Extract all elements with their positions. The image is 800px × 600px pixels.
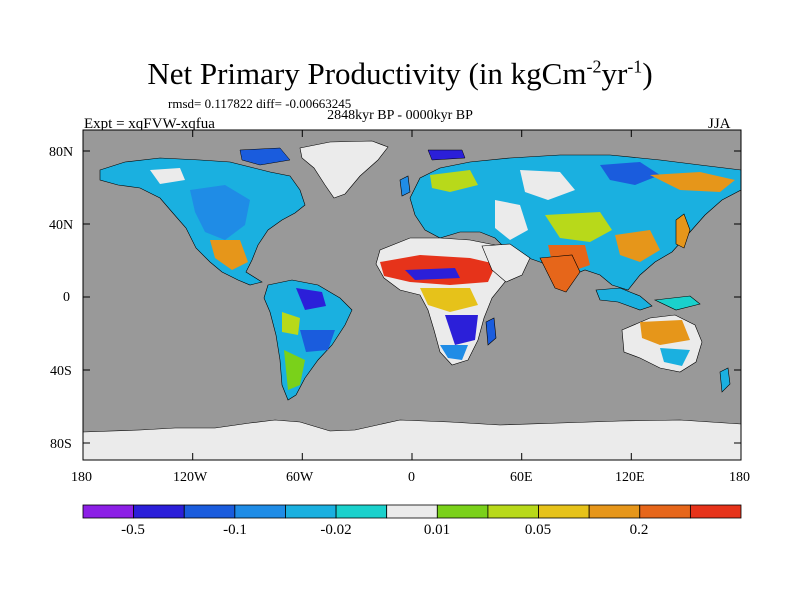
colorbar-label: 0.2: [629, 522, 649, 538]
colorbar-label: -0.5: [121, 522, 145, 538]
colorbar-swatch: [133, 504, 185, 519]
north-america-patch: [210, 240, 248, 270]
colorbar-swatch: [689, 504, 742, 519]
arctic-islands: [239, 147, 291, 166]
colorbar-swatch: [436, 504, 489, 519]
africa-patch: [445, 315, 478, 345]
colorbar-swatch: [285, 504, 337, 519]
lon-tick-label: 60W: [286, 470, 314, 485]
lat-tick-label: 40S: [50, 364, 72, 379]
lat-tick-label: 80S: [50, 437, 72, 452]
new-zealand-landmass: [719, 367, 731, 393]
colorbar-swatch: [538, 504, 590, 519]
madagascar-landmass: [485, 317, 497, 346]
colorbar-label: 0.01: [423, 522, 451, 538]
axis-ticks: [82, 130, 742, 460]
north-america-patch: [190, 185, 250, 240]
south-america-patch: [282, 312, 300, 335]
eurasia-patch: [615, 230, 660, 262]
lon-tick-label: 180: [71, 470, 92, 485]
colorbar-swatch: [183, 504, 236, 519]
colorbar-label: -0.02: [320, 522, 352, 538]
colorbar-label: -0.1: [223, 522, 247, 538]
colorbar-swatch: [234, 504, 286, 519]
eurasia-patch: [600, 162, 660, 185]
lon-tick-label: 120W: [173, 470, 208, 485]
lon-tick-label: 60E: [510, 470, 533, 485]
south-america-patch: [296, 288, 326, 310]
lat-tick-label: 80N: [49, 145, 74, 160]
africa-patch: [405, 268, 460, 280]
australia-patch: [660, 348, 690, 366]
lon-tick-label: 120E: [615, 470, 645, 485]
colorbar-swatch: [335, 504, 388, 519]
eurasia-patch: [650, 172, 735, 192]
africa-patch: [440, 345, 468, 360]
lat-tick-label: 40N: [49, 218, 74, 233]
period-text: 2848kyr BP - 0000kyr BP: [327, 108, 473, 123]
colorbar-swatch: [588, 504, 641, 519]
eurasia-patch: [545, 212, 612, 242]
colorbar-swatch: [82, 504, 135, 519]
uk-landmass: [399, 175, 411, 197]
colorbar: [82, 504, 742, 519]
arctic-islands: [427, 149, 466, 161]
chart-title: Net Primary Productivity (in kgCm-2yr-1): [147, 56, 653, 91]
experiment-label: Expt = xqFVW-xqfua: [84, 116, 215, 132]
southeast-asia-islands: [653, 295, 701, 311]
colorbar-swatch: [386, 504, 438, 519]
colorbar-swatch: [639, 504, 691, 519]
north-america-patch: [150, 168, 185, 184]
antarctica-landmass: [83, 419, 741, 460]
australia-patch: [640, 320, 690, 345]
lon-tick-label: 0: [408, 470, 415, 485]
stats-text: rmsd= 0.117822 diff= -0.00663245: [168, 96, 352, 111]
greenland-landmass: [299, 140, 389, 199]
japan-landmass: [675, 213, 691, 249]
africa-patch: [420, 288, 478, 312]
lat-tick-label: 0: [63, 290, 70, 305]
south-america-patch: [284, 350, 305, 390]
eurasia-patch: [430, 170, 478, 192]
eurasia-patch: [520, 170, 575, 200]
arabia-landmass: [481, 243, 531, 283]
eurasia-patch: [495, 200, 528, 240]
season-label: JJA: [708, 116, 731, 132]
south-america-patch: [300, 330, 335, 352]
southeast-asia-islands: [595, 287, 653, 311]
colorbar-label: 0.05: [524, 522, 552, 538]
lon-tick-label: 180: [729, 470, 750, 485]
india-landmass: [539, 254, 581, 293]
colorbar-swatch: [487, 504, 539, 519]
